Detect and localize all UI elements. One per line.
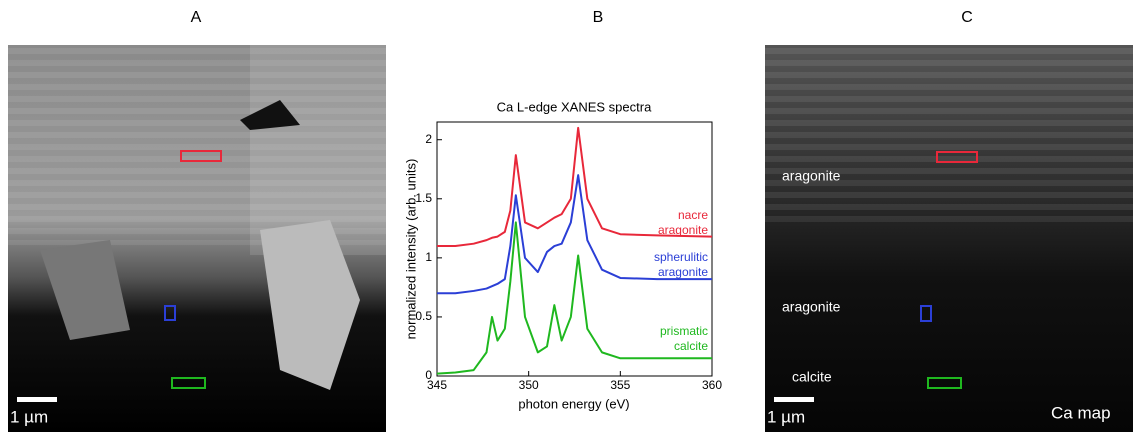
x-axis-label: photon energy (eV) [518,396,629,411]
y-tick-label: 0.5 [415,309,432,323]
x-tick-label: 355 [610,378,630,392]
annotation: aragonite [782,168,841,184]
scale-label: 1 µm [10,407,48,426]
series-label: spherulitic aragonite [653,250,708,279]
x-tick-label: 360 [702,378,722,392]
y-tick-label: 0 [425,368,432,382]
series-line [436,221,712,375]
series-line [437,126,713,248]
annotation: calcite [792,369,832,385]
x-tick-label: 350 [519,378,539,392]
y-axis-label: normalized intensity (arb. units) [403,159,418,340]
chart-title: Ca L-edge XANES spectra [497,99,652,114]
series-line [437,174,712,295]
y-tick-label: 1 [425,250,432,264]
x-tick-label: 345 [427,378,447,392]
series-label: nacre aragonite [657,208,708,237]
panel-a-image: 1 µm [8,45,386,432]
panel-label: C [961,9,973,26]
annotation: aragonite [782,299,841,315]
map-label: Ca map [1051,403,1111,422]
panel-label: A [191,9,202,26]
panel-label: B [593,9,604,26]
panel-c-image: aragonite aragonite calcite 1 µm Ca map [765,45,1133,432]
y-tick-label: 2 [425,132,432,146]
y-tick-label: 1.5 [415,191,432,205]
chart: Ca L-edge XANES spectra photon energy (e… [403,99,722,411]
scale-label: 1 µm [767,407,805,426]
series-label: prismatic calcite [659,324,708,353]
